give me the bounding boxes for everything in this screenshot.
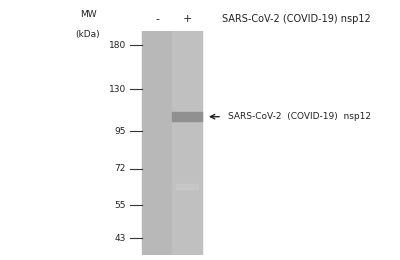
Text: SARS-CoV-2 (COVID-19) nsp12: SARS-CoV-2 (COVID-19) nsp12 [222,15,371,24]
Text: 293T: 293T [159,0,185,2]
Bar [172,31,202,255]
Text: (kDa): (kDa) [76,30,100,39]
Bar [142,31,172,255]
Text: 130: 130 [109,85,126,94]
Text: 55: 55 [114,200,126,210]
Bar [176,184,198,190]
Bar [172,112,202,121]
Text: 72: 72 [115,164,126,173]
Text: MW: MW [80,10,96,18]
Text: +: + [182,15,192,24]
Text: SARS-CoV-2  (COVID-19)  nsp12: SARS-CoV-2 (COVID-19) nsp12 [228,112,371,121]
Text: 95: 95 [114,127,126,136]
Text: 43: 43 [115,234,126,243]
Text: -: - [155,15,159,24]
Text: 180: 180 [109,41,126,50]
